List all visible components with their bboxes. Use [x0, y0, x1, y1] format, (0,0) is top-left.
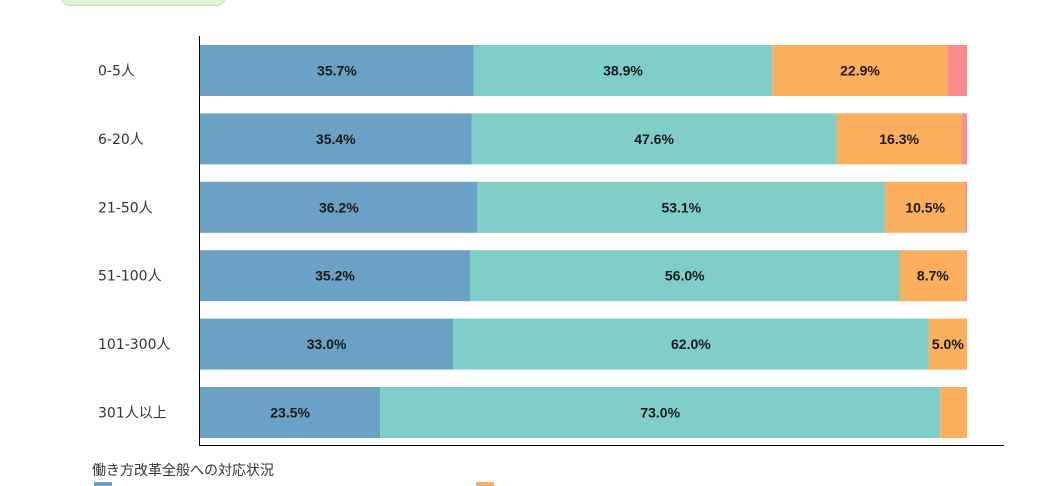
data-label: 47.6% — [634, 131, 674, 147]
category-label: 0-5人 — [98, 64, 135, 80]
bar-segment-series-1 — [200, 318, 454, 370]
data-label: 5.0% — [932, 336, 964, 352]
bar-segment-series-3 — [884, 181, 966, 233]
bar-segment-series-1 — [200, 250, 470, 302]
data-label: 23.5% — [270, 405, 310, 421]
data-label: 62.0% — [671, 336, 711, 352]
category-label: 6-20人 — [98, 132, 144, 148]
bar-segment-series-2 — [469, 250, 900, 302]
bar-segment-series-2 — [471, 113, 837, 165]
legend-swatch-series-3 — [476, 482, 494, 486]
bar-segment-series-3 — [836, 113, 962, 165]
bar-segment-series-4 — [947, 45, 967, 96]
bar-segment-series-4 — [966, 250, 967, 302]
data-label: 22.9% — [840, 63, 880, 79]
data-label: 35.2% — [315, 268, 355, 284]
bar-segment-series-3 — [899, 250, 967, 302]
data-label: 33.0% — [307, 336, 347, 352]
bar-segment-series-1 — [200, 45, 474, 96]
legend-swatch-series-1 — [94, 482, 112, 486]
bar-segment-series-1 — [200, 113, 472, 165]
data-label: 35.7% — [317, 63, 357, 79]
data-label: 56.0% — [665, 268, 705, 284]
data-label: 38.9% — [603, 63, 643, 79]
category-label: 301人以上 — [98, 406, 167, 422]
bar-segment-series-2 — [453, 318, 929, 370]
bar-segment-series-2 — [380, 387, 941, 438]
bar-segment-series-1 — [200, 181, 478, 233]
data-label: 8.7% — [917, 268, 949, 284]
category-label: 21-50人 — [98, 200, 153, 216]
data-label: 36.2% — [319, 199, 359, 215]
data-label: 10.5% — [905, 199, 945, 215]
bar-segment-series-4 — [965, 181, 967, 233]
bar-segment-series-3 — [772, 45, 948, 96]
bar-segment-series-2 — [477, 181, 885, 233]
data-label: 16.3% — [879, 131, 919, 147]
data-label: 73.0% — [640, 405, 680, 421]
data-label: 53.1% — [661, 199, 701, 215]
bar-segment-series-3 — [940, 387, 967, 438]
bar-segment-series-3 — [928, 318, 967, 370]
legend-title: 働き方改革全般への対応状況 — [92, 463, 274, 479]
category-label: 101-300人 — [98, 337, 171, 353]
data-label: 35.4% — [316, 131, 356, 147]
bar-segment-series-1 — [200, 387, 381, 438]
bar-segment-series-2 — [473, 45, 773, 96]
category-label: 51-100人 — [98, 269, 162, 285]
bar-segment-series-4 — [961, 113, 967, 165]
